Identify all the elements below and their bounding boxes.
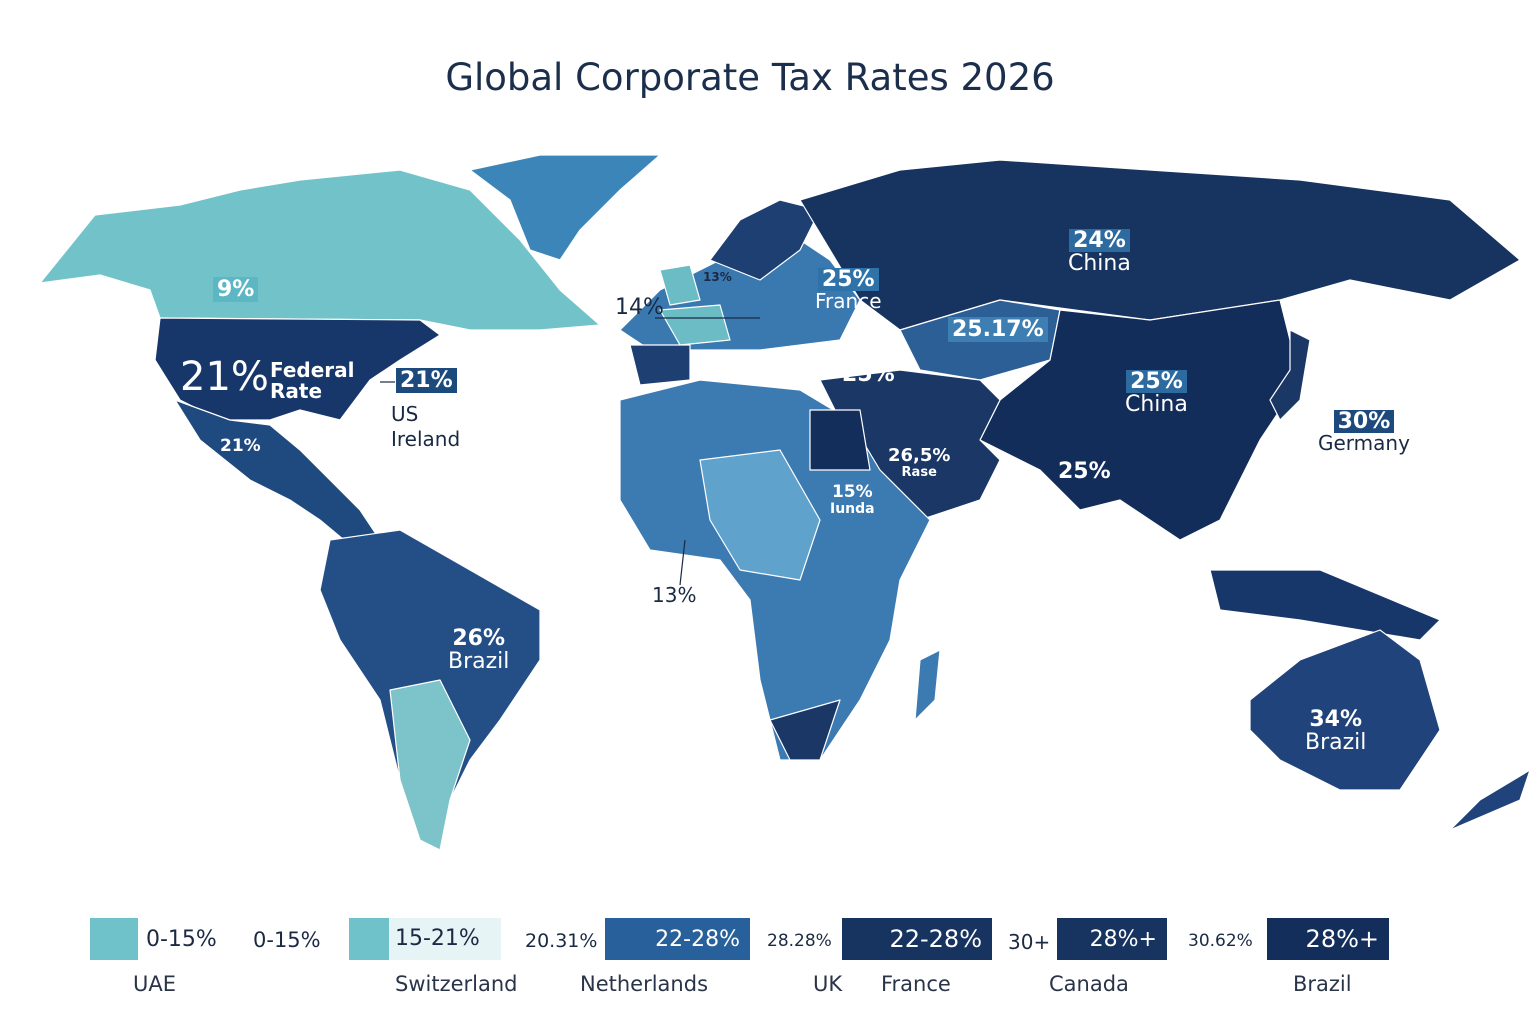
label-name: France bbox=[815, 289, 882, 314]
map-label-13-africa: 13% bbox=[652, 585, 696, 606]
label-name: Brazil bbox=[1305, 730, 1367, 756]
legend-item-22-28-a: 22-28% bbox=[605, 918, 750, 960]
region-madagascar bbox=[914, 649, 941, 721]
label-value: 26,5% bbox=[888, 445, 951, 466]
region-southeast-asia-islands bbox=[1209, 569, 1441, 641]
legend-swatch bbox=[349, 918, 389, 960]
legend-country: UK bbox=[813, 972, 843, 996]
region-south-africa bbox=[769, 699, 841, 761]
region-iberia bbox=[629, 344, 691, 386]
map-label-central-asia: 25.17% bbox=[948, 317, 1048, 342]
map-label-china: 25% China bbox=[1125, 370, 1188, 416]
legend-range: 22-28% bbox=[605, 918, 750, 960]
legend-side-value: 28.28% bbox=[767, 931, 832, 951]
map-label-turkey: 25% bbox=[842, 363, 895, 386]
legend-side-value: 30+ bbox=[1008, 930, 1051, 954]
legend-country: Canada bbox=[1049, 972, 1129, 996]
map-label-japan: 30% Germany bbox=[1318, 410, 1410, 454]
label-value: 24% bbox=[1069, 229, 1130, 252]
legend-item-15-21: 15-21% bbox=[349, 918, 501, 960]
map-label-india: 25% bbox=[1058, 460, 1111, 483]
legend-country: Netherlands bbox=[580, 972, 709, 996]
map-label-canada: 9% bbox=[213, 277, 259, 302]
region-greenland bbox=[469, 154, 661, 261]
map-label-france: 25% France bbox=[815, 268, 882, 312]
map-label-saudi: 26,5% Rase bbox=[888, 445, 951, 480]
map-label-usa: 21% bbox=[180, 356, 269, 398]
label-value: 21% bbox=[220, 436, 261, 456]
legend-item-28-plus-b: 28%+ bbox=[1267, 918, 1389, 960]
region-australia bbox=[1249, 629, 1441, 791]
map-label-brazil: 26% Brazil bbox=[448, 627, 509, 673]
legend-country: UAE bbox=[133, 972, 177, 996]
leader-line-13 bbox=[679, 539, 686, 586]
label-value: 21% bbox=[396, 368, 457, 393]
label-value: 9% bbox=[213, 277, 259, 302]
map-label-federal-rate: Federal Rate bbox=[270, 360, 360, 402]
map-label-us-box: 21% bbox=[396, 368, 457, 393]
label-name: China bbox=[1068, 251, 1131, 277]
label-value: 25% bbox=[1058, 459, 1111, 484]
legend-side-value: 20.31% bbox=[525, 930, 598, 952]
region-japan bbox=[1269, 329, 1311, 421]
label-value: 25.17% bbox=[948, 317, 1048, 342]
legend-range: 28%+ bbox=[1267, 918, 1389, 960]
region-russia bbox=[799, 159, 1521, 331]
region-egypt bbox=[809, 409, 871, 471]
label-name: US bbox=[391, 402, 419, 426]
legend-side-value: 0-15% bbox=[253, 928, 321, 952]
region-uk bbox=[659, 264, 701, 306]
label-value: 30% bbox=[1333, 410, 1395, 433]
region-west-central-africa bbox=[699, 449, 821, 581]
label-name: Iunda bbox=[830, 500, 875, 517]
legend-country: Brazil bbox=[1293, 972, 1352, 996]
label-value: 25% bbox=[842, 362, 895, 387]
label-value: 34% bbox=[1309, 707, 1363, 732]
label-value: 25% bbox=[817, 268, 879, 291]
region-canada bbox=[39, 169, 601, 331]
label-name: Germany bbox=[1318, 431, 1410, 456]
map-label-russia: 24% China bbox=[1068, 229, 1131, 275]
region-new-zealand bbox=[1449, 769, 1531, 831]
label-value: 13% bbox=[652, 583, 697, 607]
map-label-mexico: 21% bbox=[220, 436, 261, 456]
legend-country: Switzerland bbox=[395, 972, 518, 996]
legend-country: France bbox=[881, 972, 951, 996]
region-mexico-central-america bbox=[174, 399, 381, 546]
legend-side-value: 30.62% bbox=[1188, 931, 1253, 951]
label-name: Federal Rate bbox=[270, 358, 355, 403]
region-argentina bbox=[389, 679, 471, 851]
region-usa bbox=[154, 317, 441, 421]
label-name: China bbox=[1125, 392, 1188, 418]
label-value: 21% bbox=[180, 354, 269, 400]
map-label-13-europe: 13% bbox=[703, 271, 732, 284]
label-name: Ireland bbox=[391, 427, 461, 451]
label-value: 14% bbox=[615, 295, 664, 320]
legend-range: 22-28% bbox=[842, 918, 992, 960]
map-label-sudan: 15% Iunda bbox=[830, 482, 875, 517]
label-name: Rase bbox=[901, 464, 937, 480]
legend-item-28-plus-a: 28%+ bbox=[1057, 918, 1167, 960]
map-title: Global Corporate Tax Rates 2026 bbox=[445, 56, 1055, 99]
legend-range: 0-15% bbox=[146, 926, 217, 952]
label-value: 13% bbox=[703, 270, 732, 284]
legend-range: 28%+ bbox=[1057, 918, 1167, 960]
region-france bbox=[659, 304, 731, 346]
legend-range: 15-21% bbox=[389, 918, 501, 960]
label-value: 15% bbox=[831, 482, 873, 502]
legend-item-0-15: 0-15% bbox=[90, 918, 225, 960]
map-label-australia: 34% Brazil bbox=[1305, 708, 1366, 754]
legend-item-22-28-b: 22-28% bbox=[842, 918, 992, 960]
legend-swatch bbox=[90, 918, 138, 960]
map-label-14: 14% bbox=[615, 296, 664, 319]
map-label-us-name: US Ireland bbox=[391, 404, 460, 450]
label-value: 26% bbox=[452, 626, 506, 651]
label-value: 25% bbox=[1126, 370, 1187, 393]
label-name: Brazil bbox=[448, 649, 510, 675]
